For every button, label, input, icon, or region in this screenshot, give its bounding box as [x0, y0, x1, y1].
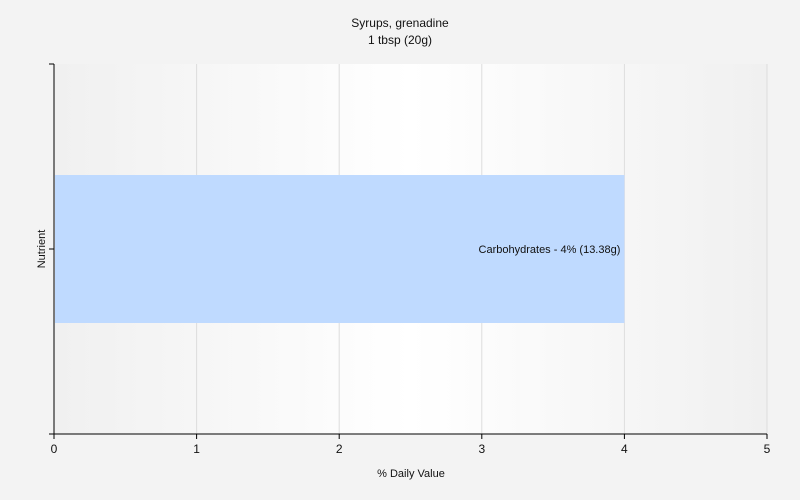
x-tick-label: 2 [336, 442, 343, 456]
x-tick-label: 3 [478, 442, 485, 456]
y-axis-label: Nutrient [36, 230, 48, 269]
bars: Carbohydrates - 4% (13.38g) [55, 175, 625, 323]
x-tick-label: 1 [193, 442, 200, 456]
x-axis-label: % Daily Value [377, 468, 445, 480]
bar-data-label: Carbohydrates - 4% (13.38g) [479, 244, 621, 256]
chart-title: Syrups, grenadine [351, 16, 449, 30]
x-tick-label: 5 [764, 442, 771, 456]
x-tick-label: 4 [621, 442, 628, 456]
x-tick-label: 0 [51, 442, 58, 456]
bar [55, 175, 625, 323]
x-ticks: 0 1 2 3 4 5 [51, 434, 771, 456]
chart-subtitle: 1 tbsp (20g) [368, 33, 432, 47]
